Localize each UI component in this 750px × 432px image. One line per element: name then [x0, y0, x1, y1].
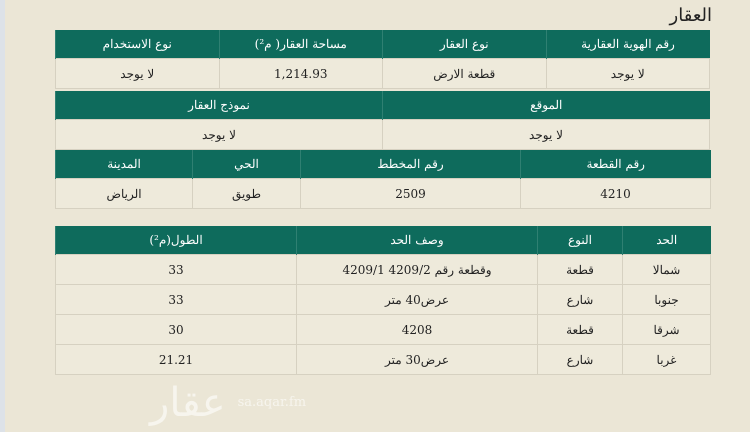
- value-location: لا يوجد: [382, 119, 710, 150]
- left-edge: [0, 0, 5, 432]
- header-boundary: الحد: [622, 226, 711, 255]
- table-row: جنوبا شارع عرض40 متر 33: [55, 284, 711, 315]
- description-cell: وقطعة رقم 4209/2 4209/1: [296, 254, 538, 285]
- header-property-model: نموذج العقار: [55, 91, 383, 120]
- type-cell: قطعة: [537, 254, 623, 285]
- length-cell: 33: [55, 284, 297, 315]
- header-length: الطول(م²): [55, 226, 297, 255]
- description-cell: عرض30 متر: [296, 344, 538, 375]
- value-plot-number: 4210: [520, 178, 711, 209]
- watermark-url: sa.aqar.fm: [237, 395, 307, 410]
- value-city: الرياض: [55, 178, 193, 209]
- boundary-cell: شرقا: [622, 314, 711, 345]
- property-info-table: رقم الهوية العقارية نوع العقار مساحة الع…: [55, 30, 710, 89]
- value-property-type: قطعة الارض: [382, 58, 547, 89]
- header-city: المدينة: [55, 150, 193, 179]
- header-scheme-number: رقم المخطط: [300, 150, 521, 179]
- length-cell: 21.21: [55, 344, 297, 375]
- type-cell: شارع: [537, 344, 623, 375]
- header-property-type: نوع العقار: [382, 30, 546, 59]
- value-area: 1,214.93: [218, 58, 383, 89]
- boundaries-table: الحد النوع وصف الحد الطول(م²) شمالا قطعة…: [55, 226, 711, 375]
- description-cell: عرض40 متر: [296, 284, 538, 315]
- header-plot-number: رقم القطعة: [520, 150, 711, 179]
- value-property-id: لا يوجد: [545, 58, 710, 89]
- description-cell: 4208: [296, 314, 538, 345]
- boundary-cell: غربا: [622, 344, 711, 375]
- value-property-model: لا يوجد: [55, 119, 383, 150]
- header-type: النوع: [537, 226, 623, 255]
- table-row: غربا شارع عرض30 متر 21.21: [55, 344, 711, 375]
- table-row: شمالا قطعة وقطعة رقم 4209/2 4209/1 33: [55, 254, 711, 285]
- boundary-cell: شمالا: [622, 254, 711, 285]
- section-title: العقار: [669, 5, 712, 26]
- watermark-logo-text: عقار: [150, 380, 226, 426]
- value-scheme-number: 2509: [300, 178, 521, 209]
- location-table: الموقع نموذج العقار لا يوجد لا يوجد: [55, 91, 710, 150]
- header-description: وصف الحد: [296, 226, 538, 255]
- length-cell: 30: [55, 314, 297, 345]
- type-cell: قطعة: [537, 314, 623, 345]
- header-usage-type: نوع الاستخدام: [55, 30, 219, 59]
- type-cell: شارع: [537, 284, 623, 315]
- watermark-logo: عقار sa.aqar.fm: [150, 378, 306, 428]
- header-location: الموقع: [382, 91, 710, 120]
- value-district: طويق: [192, 178, 301, 209]
- table-row: شرقا قطعة 4208 30: [55, 314, 711, 345]
- length-cell: 33: [55, 254, 297, 285]
- plot-table: رقم القطعة رقم المخطط الحي المدينة 4210 …: [55, 150, 711, 209]
- header-district: الحي: [192, 150, 301, 179]
- value-usage-type: لا يوجد: [55, 58, 220, 89]
- header-property-id: رقم الهوية العقارية: [545, 30, 710, 59]
- header-area: مساحة العقار( م²): [218, 30, 383, 59]
- boundary-cell: جنوبا: [622, 284, 711, 315]
